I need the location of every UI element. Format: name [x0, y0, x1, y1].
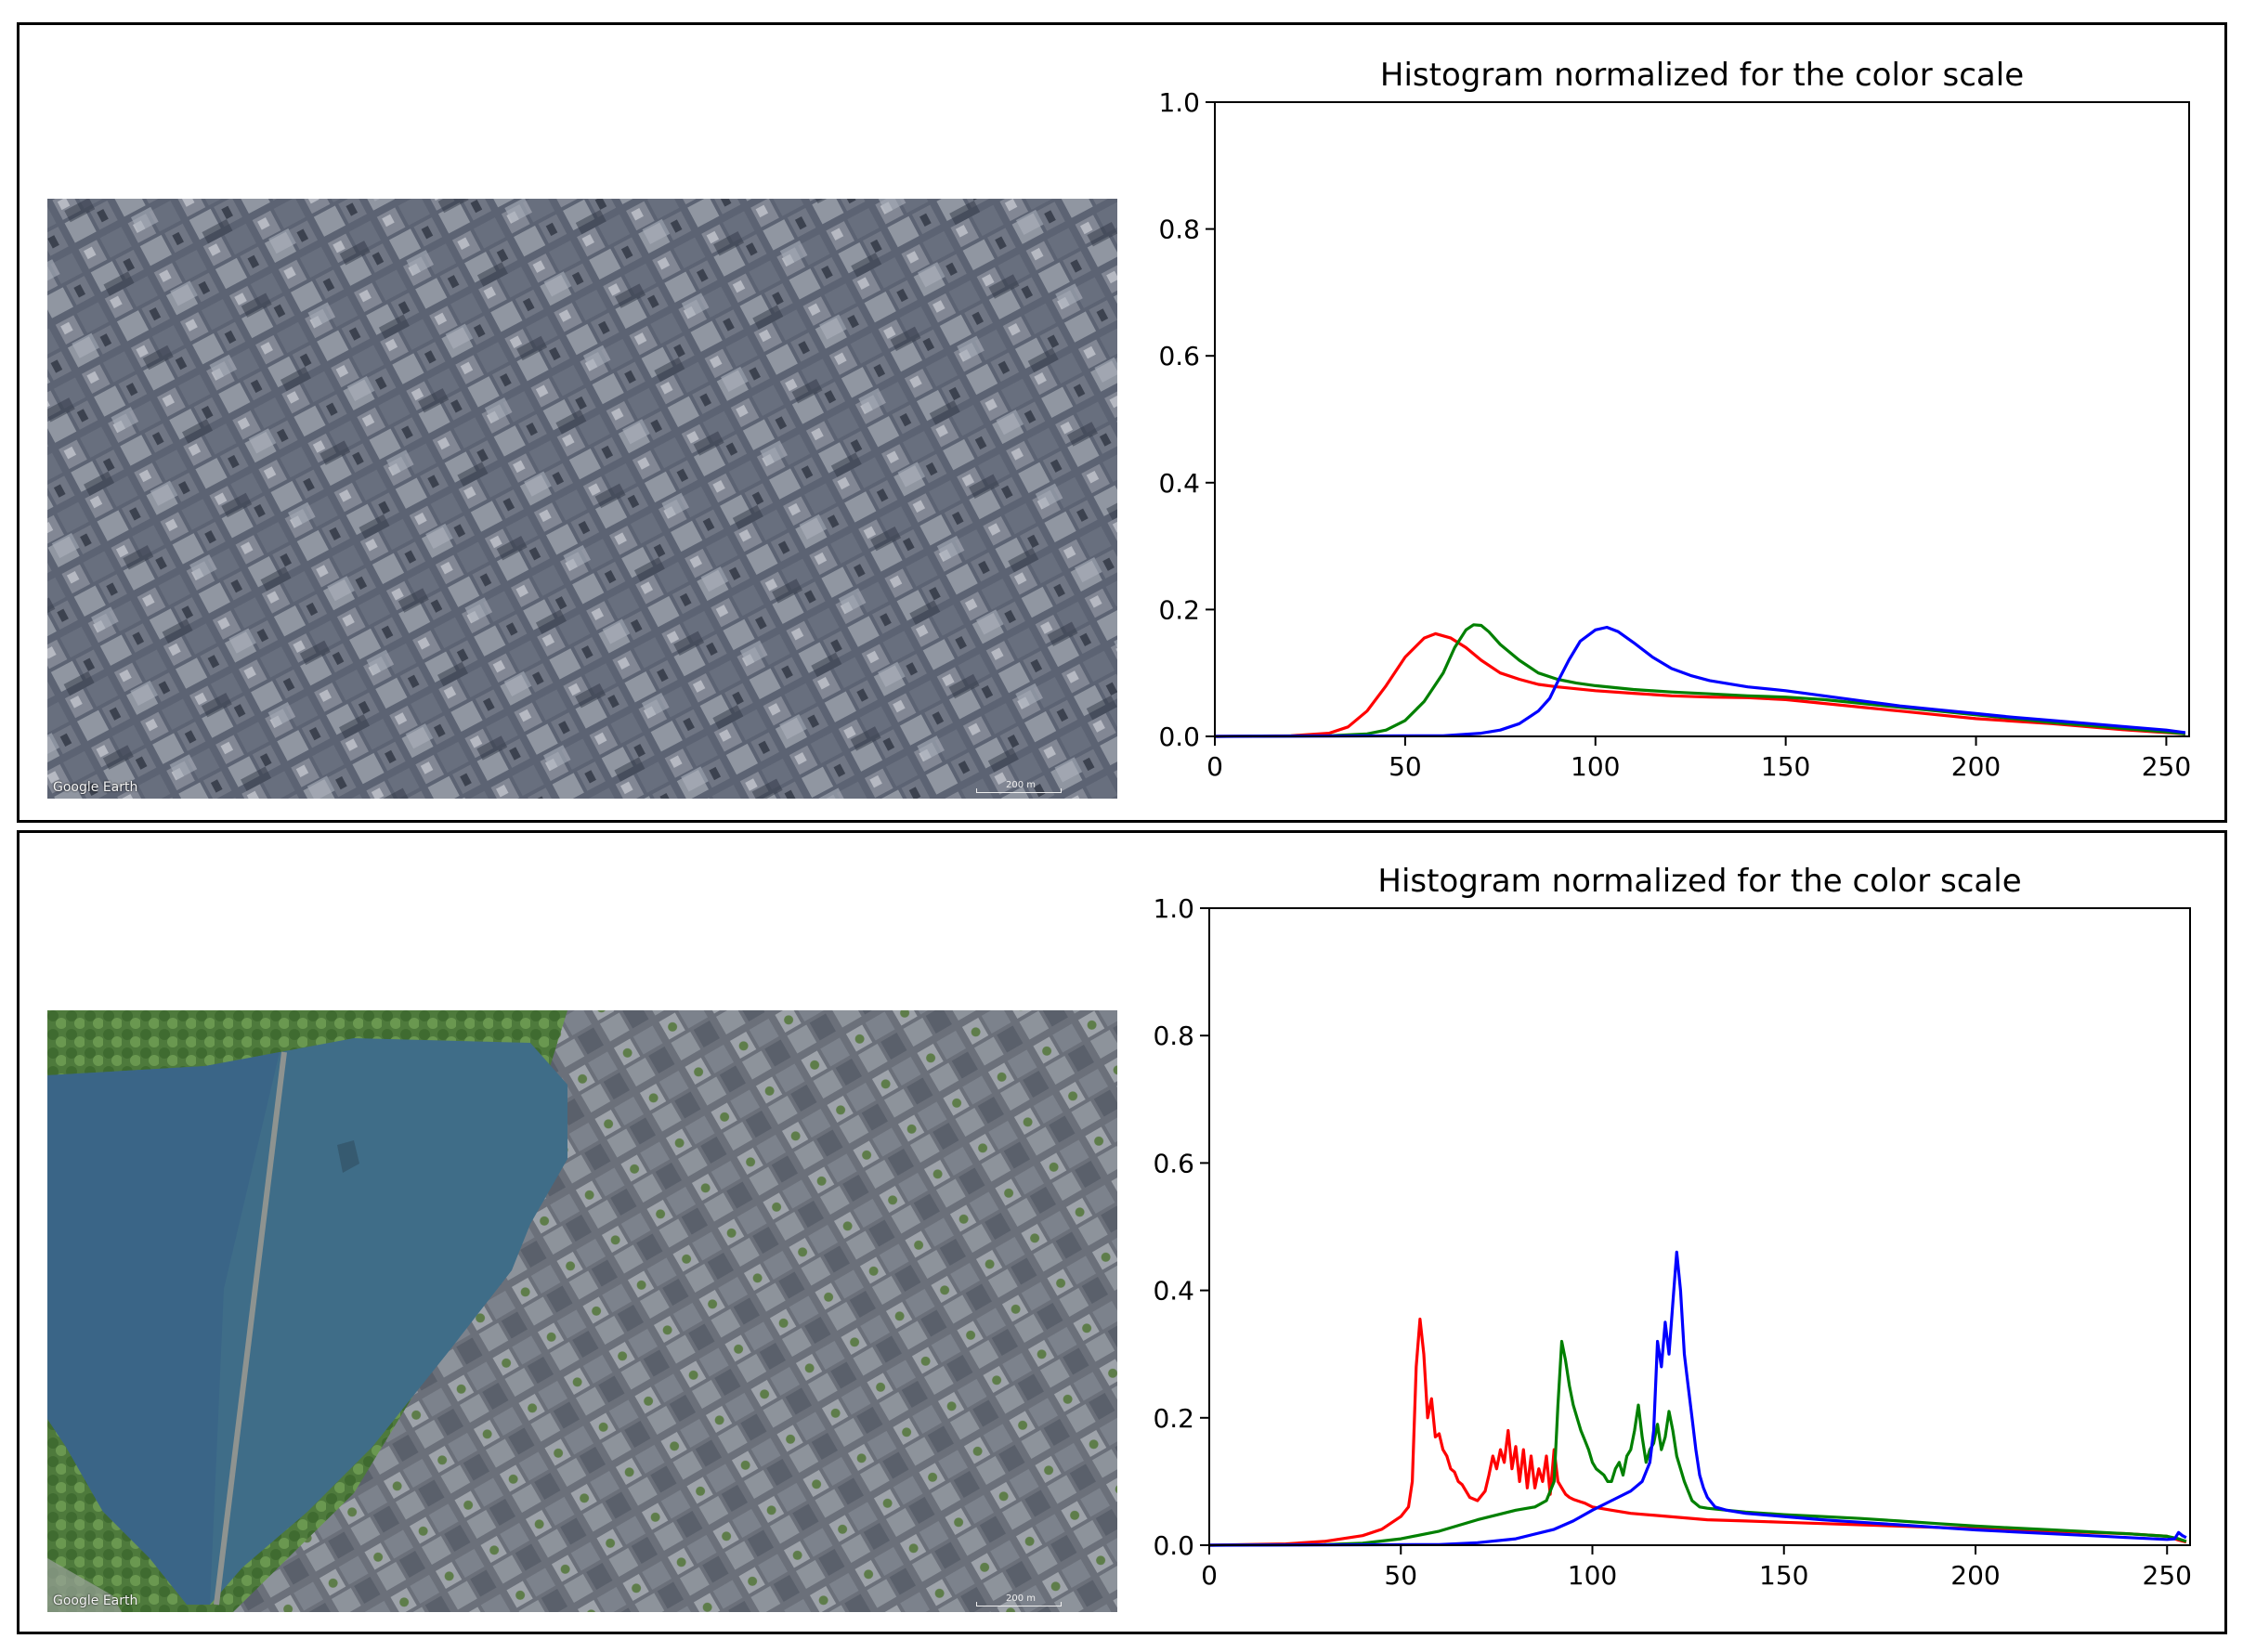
x-tick-label: 200	[1951, 751, 2001, 782]
series-line-2	[1208, 1250, 2187, 1547]
x-tick-label: 0	[1206, 751, 1223, 782]
x-tick-label: 100	[1571, 751, 1620, 782]
x-tick-label: 250	[2143, 1560, 2192, 1591]
y-tick-label: 0.0	[1158, 722, 1200, 752]
y-tick-label: 0.4	[1158, 468, 1200, 499]
y-tick-label: 0.4	[1153, 1276, 1194, 1307]
y-tick-label: 0.2	[1153, 1403, 1194, 1434]
y-tick-label: 0.6	[1158, 341, 1200, 371]
series-line-0	[1214, 631, 2186, 738]
histogram-chart-top: Histogram normalized for the color scale…	[1158, 57, 2191, 782]
x-tick-label: 200	[1950, 1560, 2000, 1591]
scale-bar	[976, 1602, 1062, 1606]
chart-title: Histogram normalized for the color scale	[1380, 57, 2024, 94]
y-tick-label: 0.0	[1153, 1530, 1194, 1561]
aerial-photo-reservoir-blocks	[47, 1010, 1117, 1612]
y-tick-label: 1.0	[1153, 893, 1194, 924]
google-earth-watermark: Google Earth	[53, 780, 138, 795]
x-tick-label: 150	[1761, 751, 1810, 782]
scale-label: 200 m	[1005, 780, 1036, 790]
comparison-panel-bottom: Google Earth 200 m Histogram normalized …	[17, 830, 2227, 1634]
aerial-photo-city-blocks	[47, 199, 1117, 799]
x-tick-label: 100	[1568, 1560, 1617, 1591]
histogram-chart-bottom: Histogram normalized for the color scale…	[1153, 863, 2192, 1591]
series-line-1	[1208, 1339, 2187, 1547]
y-tick-label: 0.2	[1158, 594, 1200, 625]
google-earth-watermark: Google Earth	[53, 1593, 138, 1608]
x-tick-label: 150	[1759, 1560, 1808, 1591]
y-tick-label: 0.6	[1153, 1148, 1194, 1178]
series-line-2	[1214, 625, 2186, 738]
chart-title: Histogram normalized for the color scale	[1377, 863, 2021, 900]
x-tick-label: 250	[2142, 751, 2191, 782]
x-tick-label: 50	[1389, 751, 1422, 782]
plot-frame	[1208, 907, 2191, 1546]
y-tick-label: 0.8	[1153, 1021, 1194, 1051]
scale-label: 200 m	[1005, 1593, 1036, 1604]
x-tick-label: 50	[1384, 1560, 1417, 1591]
y-tick-label: 1.0	[1158, 87, 1200, 118]
x-tick-label: 0	[1201, 1560, 1218, 1591]
scale-bar	[976, 788, 1062, 793]
comparison-panel-top: Google Earth 200 m Histogram normalized …	[17, 22, 2227, 823]
y-tick-label: 0.8	[1158, 215, 1200, 245]
aerial-image-midtown: Google Earth 200 m	[47, 199, 1117, 799]
series-line-0	[1208, 1317, 2187, 1547]
plot-frame	[1214, 101, 2190, 737]
aerial-image-reservoir: Google Earth 200 m	[47, 1010, 1117, 1612]
